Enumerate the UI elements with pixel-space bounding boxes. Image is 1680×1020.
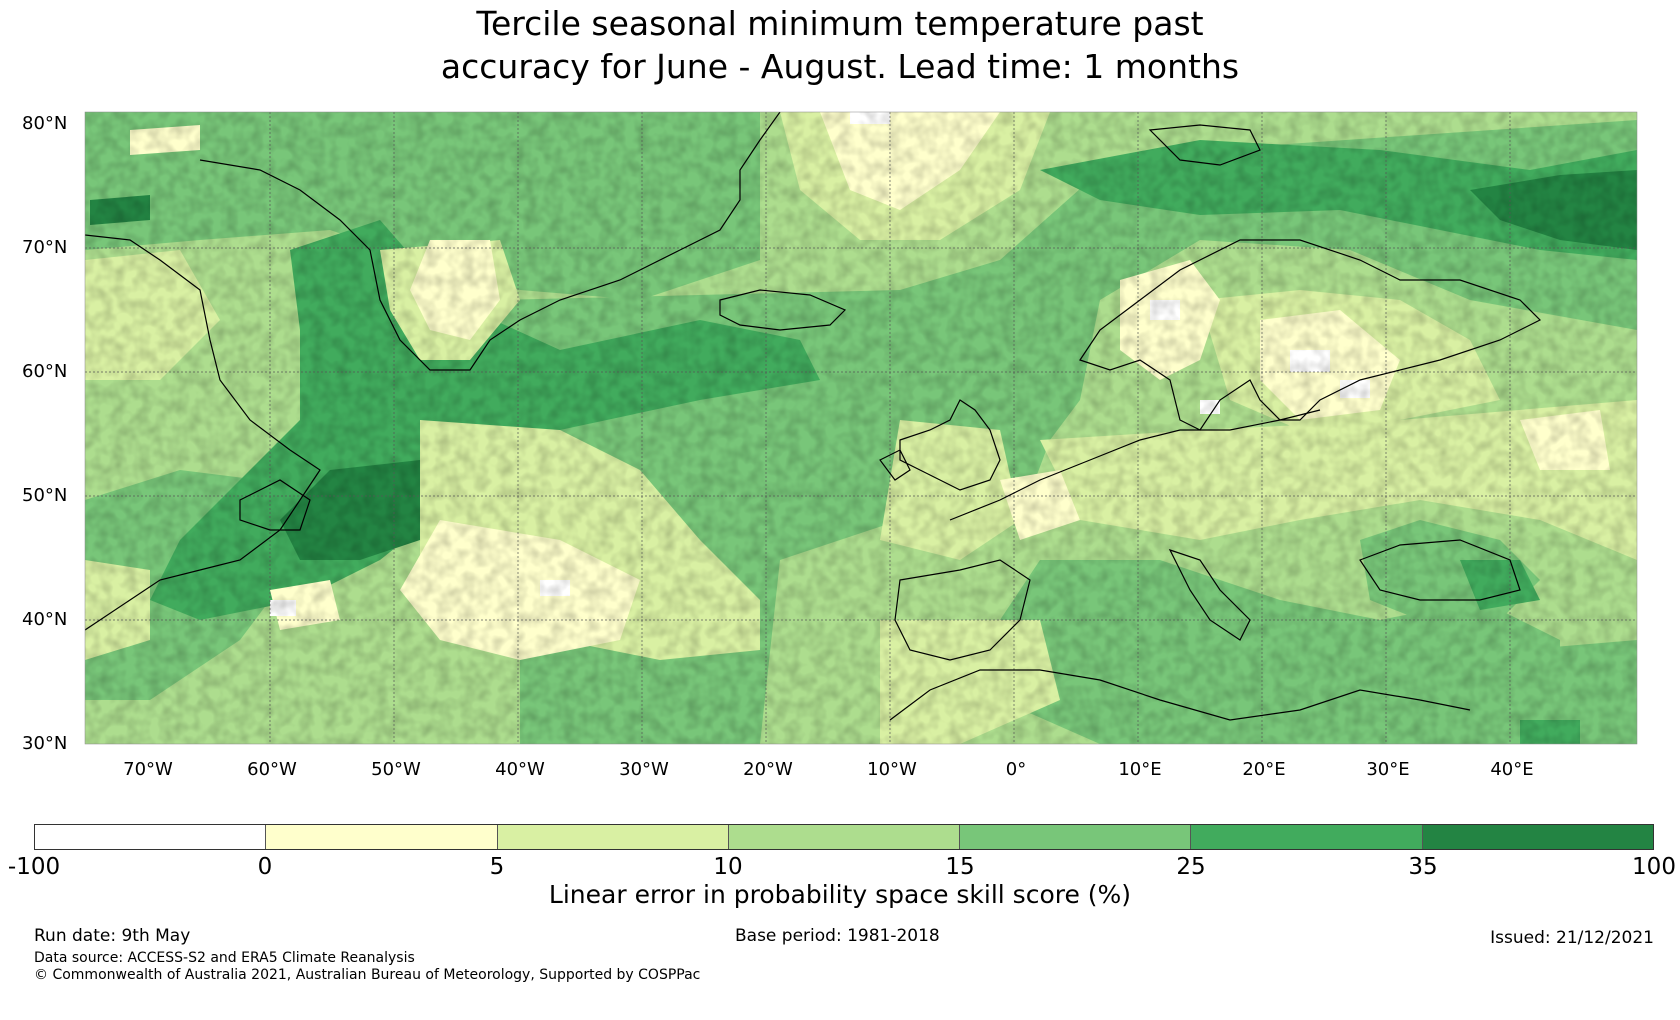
- lat-label-70n: 70°N: [22, 237, 68, 258]
- legend-tick-10: 10: [713, 854, 743, 880]
- legend-bin-5: [1190, 825, 1422, 849]
- legend-tick-0: 0: [257, 854, 273, 880]
- labrador-coast: [85, 234, 321, 631]
- lon-label-60w: 60°W: [247, 759, 297, 780]
- base-period: Base period: 1981-2018: [735, 926, 940, 946]
- italy-coast: [1168, 548, 1251, 641]
- legend-tick-25: 25: [1176, 854, 1206, 880]
- lon-label-50w: 50°W: [371, 759, 421, 780]
- skill-field: [85, 112, 1637, 744]
- lat-label-30n: 30°N: [22, 733, 68, 754]
- legend-label: Linear error in probability space skill …: [548, 880, 1132, 909]
- lon-label-20w: 20°W: [743, 759, 793, 780]
- legend-bin-3: [727, 825, 960, 849]
- title-line-1: Tercile seasonal minimum temperature pas…: [476, 4, 1204, 43]
- lat-label-40n: 40°N: [22, 609, 68, 630]
- copyright: © Commonwealth of Australia 2021, Austra…: [34, 967, 701, 983]
- svalbard-coast: [1148, 124, 1261, 166]
- run-date: Run date: 9th May: [34, 926, 191, 946]
- grid-texture: [85, 112, 1637, 744]
- africa-coast: [889, 669, 1471, 721]
- lat-label-60n: 60°N: [22, 361, 68, 382]
- black-sea-coast: [1359, 539, 1521, 601]
- newfoundland-coast: [239, 479, 311, 531]
- legend-tick-minus100: -100: [7, 854, 61, 880]
- legend-bin-6: [1421, 825, 1653, 849]
- iceland-coast: [719, 289, 847, 331]
- legend-bin-0: [35, 825, 266, 849]
- legend-tick-35: 35: [1408, 854, 1438, 880]
- scandinavia-coast: [1079, 239, 1542, 431]
- europe-coast: [949, 409, 1321, 521]
- issued-date: Issued: 21/12/2021: [1490, 928, 1654, 948]
- lon-label-40e: 40°E: [1490, 759, 1534, 780]
- lon-label-30w: 30°W: [619, 759, 669, 780]
- title-line-2: accuracy for June - August. Lead time: 1…: [440, 47, 1240, 86]
- lon-label-10e: 10°E: [1118, 759, 1162, 780]
- lon-label-10w: 10°W: [867, 759, 917, 780]
- lon-label-20e: 20°E: [1242, 759, 1286, 780]
- iberia-coast: [894, 559, 1031, 661]
- lon-label-70w: 70°W: [123, 759, 173, 780]
- coastlines: [85, 112, 1542, 721]
- data-source: Data source: ACCESS-S2 and ERA5 Climate …: [34, 950, 415, 966]
- lon-label-0: 0°: [1005, 759, 1027, 780]
- legend-colorbar: [34, 824, 1654, 850]
- legend-tick-5: 5: [489, 854, 505, 880]
- british-isles-coast: [879, 399, 1001, 491]
- map-title: Tercile seasonal minimum temperature pas…: [0, 2, 1680, 88]
- legend-bin-1: [265, 825, 497, 849]
- legend-bin-4: [959, 825, 1191, 849]
- legend-tick-100: 100: [1632, 854, 1676, 880]
- legend-bin-2: [496, 825, 728, 849]
- greenland-coast: [199, 112, 781, 371]
- graticule: [85, 112, 1637, 744]
- lat-label-50n: 50°N: [22, 485, 68, 506]
- map-frame: [84, 111, 1638, 745]
- legend-tick-15: 15: [945, 854, 975, 880]
- lon-label-40w: 40°W: [495, 759, 545, 780]
- lat-label-80n: 80°N: [22, 113, 68, 134]
- lon-label-30e: 30°E: [1366, 759, 1410, 780]
